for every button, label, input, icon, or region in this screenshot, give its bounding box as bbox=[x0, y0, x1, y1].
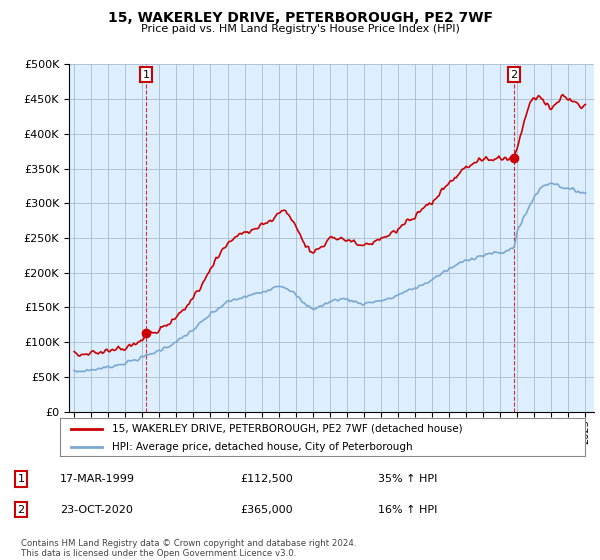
Text: 1: 1 bbox=[17, 474, 25, 484]
Text: Price paid vs. HM Land Registry's House Price Index (HPI): Price paid vs. HM Land Registry's House … bbox=[140, 24, 460, 34]
Text: 15, WAKERLEY DRIVE, PETERBOROUGH, PE2 7WF: 15, WAKERLEY DRIVE, PETERBOROUGH, PE2 7W… bbox=[107, 11, 493, 25]
Text: This data is licensed under the Open Government Licence v3.0.: This data is licensed under the Open Gov… bbox=[21, 549, 296, 558]
Text: HPI: Average price, detached house, City of Peterborough: HPI: Average price, detached house, City… bbox=[113, 442, 413, 452]
Text: 2: 2 bbox=[511, 69, 518, 80]
Text: 15, WAKERLEY DRIVE, PETERBOROUGH, PE2 7WF (detached house): 15, WAKERLEY DRIVE, PETERBOROUGH, PE2 7W… bbox=[113, 424, 463, 434]
Text: 35% ↑ HPI: 35% ↑ HPI bbox=[378, 474, 437, 484]
Text: £112,500: £112,500 bbox=[240, 474, 293, 484]
Text: £365,000: £365,000 bbox=[240, 505, 293, 515]
Text: 23-OCT-2020: 23-OCT-2020 bbox=[60, 505, 133, 515]
Text: 16% ↑ HPI: 16% ↑ HPI bbox=[378, 505, 437, 515]
Text: Contains HM Land Registry data © Crown copyright and database right 2024.: Contains HM Land Registry data © Crown c… bbox=[21, 539, 356, 548]
Text: 17-MAR-1999: 17-MAR-1999 bbox=[60, 474, 135, 484]
Text: 2: 2 bbox=[17, 505, 25, 515]
Text: 1: 1 bbox=[142, 69, 149, 80]
